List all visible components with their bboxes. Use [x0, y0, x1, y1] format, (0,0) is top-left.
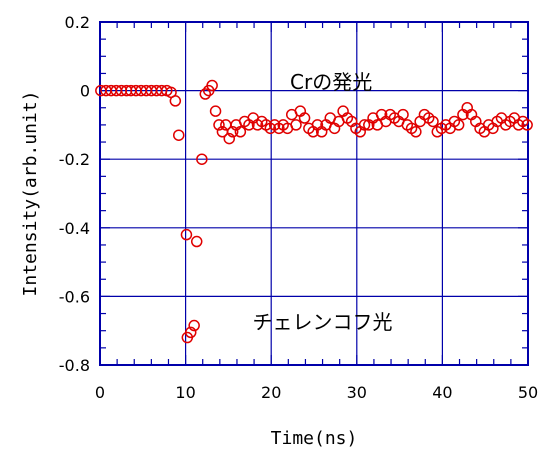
- data-point: [180, 228, 193, 241]
- x-tick-label: 10: [175, 383, 195, 402]
- data-point: [290, 119, 302, 131]
- x-tick-labels: 0 10 20 30 40 50: [95, 383, 538, 402]
- y-tick-label: 0: [80, 82, 90, 101]
- data-points: [95, 79, 533, 344]
- data-point: [234, 126, 247, 138]
- data-point: [298, 112, 311, 124]
- data-point: [190, 235, 203, 248]
- x-axis-title: Time(ns): [271, 428, 358, 449]
- data-point: [521, 119, 533, 131]
- data-point: [199, 88, 212, 100]
- data-point: [358, 119, 371, 131]
- x-tick-label: 50: [518, 383, 538, 402]
- y-tick-label: -0.6: [59, 287, 90, 306]
- y-tick-label: 0.2: [65, 13, 90, 32]
- y-tick-label: -0.2: [59, 150, 90, 169]
- x-tick-label: 0: [95, 383, 105, 402]
- data-point: [452, 119, 465, 131]
- data-point: [226, 126, 239, 138]
- data-point: [213, 119, 225, 131]
- data-point: [169, 95, 182, 107]
- y-axis-title: Intensity(arb.unit): [20, 91, 41, 297]
- data-point: [427, 115, 439, 128]
- annotation-label: チェレンコフ光: [253, 310, 393, 334]
- data-point: [188, 319, 200, 332]
- x-tick-label: 20: [261, 383, 281, 402]
- y-tick-label: -0.8: [59, 356, 90, 375]
- x-tick-label: 30: [347, 383, 367, 402]
- data-point: [410, 126, 422, 138]
- data-point: [206, 79, 218, 92]
- y-tick-label: -0.4: [59, 219, 90, 238]
- data-point: [173, 129, 185, 141]
- data-point: [209, 105, 222, 117]
- data-point: [397, 108, 409, 121]
- plot-frame: [99, 21, 529, 366]
- data-point: [223, 132, 236, 145]
- data-point: [184, 326, 197, 339]
- x-tick-label: 40: [432, 383, 452, 402]
- y-tick-labels: 0.2 0 -0.2 -0.4 -0.6 -0.8: [59, 13, 90, 375]
- data-point: [196, 153, 208, 165]
- annotation-label: Crの発光: [290, 70, 372, 94]
